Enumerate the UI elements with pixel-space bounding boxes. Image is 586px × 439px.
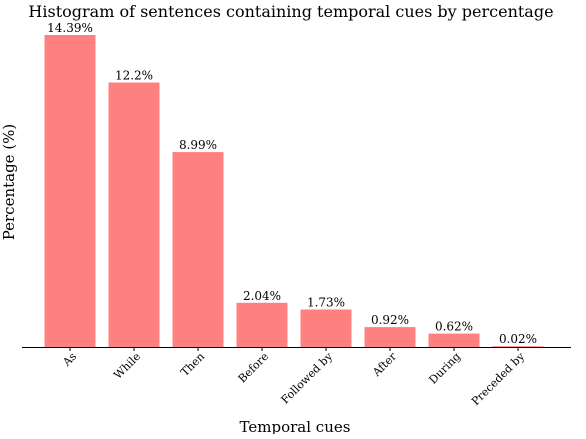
x-tick-label: Followed by xyxy=(279,349,336,406)
x-tick-label: Then xyxy=(178,350,207,379)
bar-value-label: 0.92% xyxy=(371,313,409,327)
bar xyxy=(108,82,160,347)
x-tick-label: Before xyxy=(236,350,271,385)
bar-value-label: 0.62% xyxy=(435,320,473,334)
x-ticks-layer xyxy=(69,347,519,351)
bar-value-label: 2.04% xyxy=(243,289,281,303)
bar xyxy=(364,327,416,347)
x-tick-label: During xyxy=(426,350,463,387)
data-labels-layer: 14.39% 12.2% 8.99% 2.04% 1.73% 0.92% 0.62% 0.02… xyxy=(47,21,537,346)
y-axis-label: Percentage (%) xyxy=(0,124,18,241)
bar xyxy=(300,309,352,347)
bar xyxy=(44,35,96,347)
bar-value-label: 14.39% xyxy=(47,21,93,35)
x-tick-label: Preceded by xyxy=(469,349,528,408)
x-tick-label: As xyxy=(60,350,80,370)
bar xyxy=(236,302,288,347)
x-axis-label: Temporal cues xyxy=(240,418,351,434)
bar xyxy=(492,346,544,347)
x-tick-labels-layer: As While Then Before Followed by After During P… xyxy=(60,349,528,408)
bar-value-label: 1.73% xyxy=(307,296,345,310)
bar-value-label: 12.2% xyxy=(115,69,153,83)
bar xyxy=(172,152,224,347)
bars-layer xyxy=(44,35,544,347)
x-tick-label: After xyxy=(369,349,399,379)
bar-value-label: 0.02% xyxy=(499,332,537,346)
chart-title: Histogram of sentences containing tempor… xyxy=(28,2,553,21)
bar xyxy=(428,333,480,347)
bar-value-label: 8.99% xyxy=(179,138,217,152)
x-tick-label: While xyxy=(111,350,143,382)
